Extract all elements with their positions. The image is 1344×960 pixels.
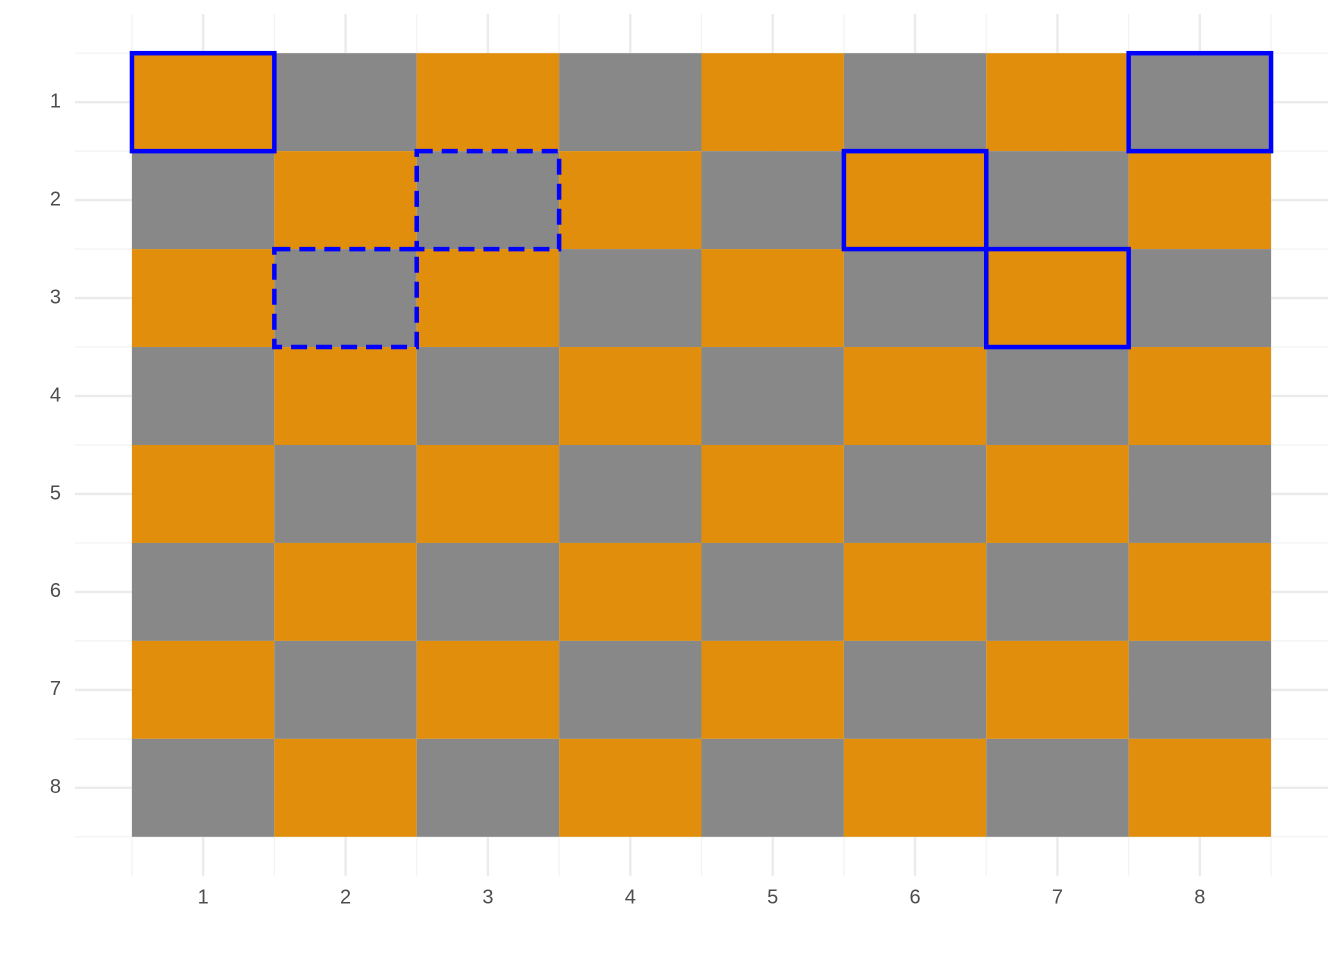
tile bbox=[416, 542, 560, 641]
tile bbox=[416, 151, 560, 250]
tile bbox=[131, 249, 275, 348]
tile bbox=[274, 445, 417, 543]
y-tick-label: 6 bbox=[50, 580, 61, 602]
tile bbox=[131, 151, 275, 250]
tile bbox=[131, 53, 275, 152]
tile bbox=[559, 53, 702, 152]
tile bbox=[274, 640, 417, 739]
tile bbox=[986, 53, 1129, 152]
tile bbox=[274, 53, 417, 152]
tile bbox=[131, 738, 275, 837]
tile bbox=[843, 445, 987, 543]
tile bbox=[559, 347, 702, 445]
tile bbox=[416, 347, 560, 445]
tile bbox=[1128, 249, 1272, 348]
tile bbox=[1128, 53, 1272, 152]
tile bbox=[274, 249, 417, 348]
tile bbox=[843, 542, 987, 641]
tile bbox=[131, 347, 275, 445]
tile bbox=[701, 347, 844, 445]
y-tick-label: 8 bbox=[50, 776, 61, 798]
tile bbox=[131, 640, 275, 739]
x-tick-label: 6 bbox=[910, 886, 921, 908]
tile bbox=[986, 249, 1129, 348]
x-tick-label: 5 bbox=[767, 886, 778, 908]
tile bbox=[843, 53, 987, 152]
tile bbox=[559, 151, 702, 250]
highlight-box bbox=[841, 148, 989, 252]
tile bbox=[701, 738, 844, 837]
tile bbox=[701, 640, 844, 739]
tile bbox=[131, 445, 275, 543]
tile bbox=[843, 151, 987, 250]
tile bbox=[986, 738, 1129, 837]
y-tick-label: 1 bbox=[50, 90, 61, 112]
x-tick-label: 3 bbox=[482, 886, 493, 908]
x-tick-label: 8 bbox=[1194, 886, 1205, 908]
tile bbox=[416, 249, 560, 348]
tile bbox=[274, 738, 417, 837]
tile bbox=[274, 542, 417, 641]
highlight-box bbox=[414, 148, 562, 252]
tile bbox=[1128, 347, 1272, 445]
tile bbox=[274, 347, 417, 445]
tile bbox=[701, 151, 844, 250]
tile bbox=[986, 542, 1129, 641]
highlight-box bbox=[984, 246, 1131, 350]
highlight-box bbox=[129, 50, 277, 154]
tile bbox=[559, 249, 702, 348]
tile bbox=[1128, 151, 1272, 250]
x-tick-label: 7 bbox=[1052, 886, 1063, 908]
y-tick-label: 3 bbox=[50, 286, 61, 308]
tile bbox=[986, 640, 1129, 739]
tile bbox=[559, 640, 702, 739]
tile bbox=[131, 542, 275, 641]
highlight-box bbox=[1126, 50, 1274, 154]
tile bbox=[559, 738, 702, 837]
tile bbox=[1128, 542, 1272, 641]
x-tick-label: 2 bbox=[340, 886, 351, 908]
tile bbox=[701, 445, 844, 543]
tile bbox=[416, 640, 560, 739]
tile bbox=[843, 249, 987, 348]
y-tick-label: 7 bbox=[50, 678, 61, 700]
tile bbox=[843, 347, 987, 445]
tile bbox=[701, 542, 844, 641]
tile bbox=[559, 445, 702, 543]
tile bbox=[1128, 445, 1272, 543]
y-tick-label: 4 bbox=[50, 384, 61, 406]
tile bbox=[701, 249, 844, 348]
tile bbox=[559, 542, 702, 641]
tile bbox=[416, 738, 560, 837]
tile bbox=[416, 445, 560, 543]
tile bbox=[986, 347, 1129, 445]
tile bbox=[1128, 640, 1272, 739]
tile bbox=[1128, 738, 1272, 837]
tile bbox=[843, 640, 987, 739]
x-tick-label: 1 bbox=[198, 886, 209, 908]
y-tick-label: 2 bbox=[50, 188, 61, 210]
y-tick-label: 5 bbox=[50, 482, 61, 504]
highlight-box bbox=[272, 246, 419, 350]
tile bbox=[843, 738, 987, 837]
tile bbox=[701, 53, 844, 152]
tile bbox=[986, 445, 1129, 543]
tile bbox=[986, 151, 1129, 250]
tile bbox=[416, 53, 560, 152]
tile bbox=[274, 151, 417, 250]
x-tick-label: 4 bbox=[625, 886, 636, 908]
